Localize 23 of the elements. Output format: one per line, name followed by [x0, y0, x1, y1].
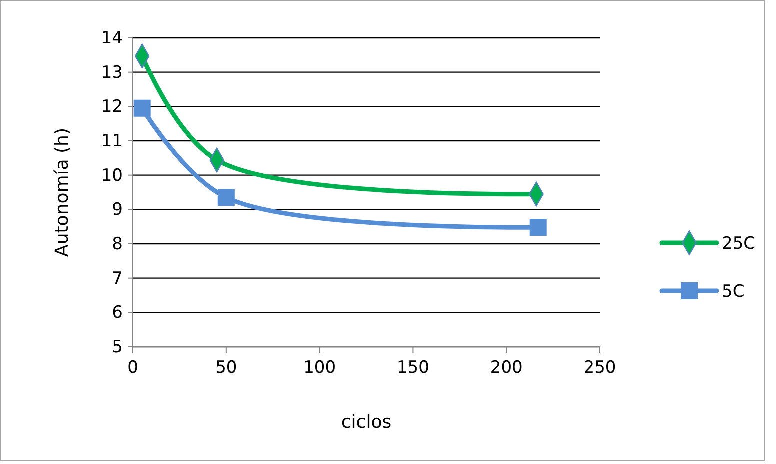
y-tick-label: 7 — [112, 268, 123, 289]
point — [134, 100, 151, 117]
point — [218, 189, 235, 206]
y-tick-label: 5 — [112, 337, 123, 358]
legend-label: 25C — [722, 234, 756, 254]
y-tick-label: 9 — [112, 200, 123, 220]
x-tick-label: 100 — [304, 358, 336, 378]
y-tick-label: 10 — [101, 166, 123, 186]
y-axis-title: Autonomía (h) — [52, 128, 73, 257]
y-tick-label: 12 — [101, 97, 123, 118]
y-tick-label: 14 — [101, 28, 123, 48]
x-tick-label: 200 — [490, 358, 523, 378]
y-tick-label: 13 — [101, 62, 123, 83]
y-tick-label: 6 — [112, 303, 123, 324]
y-tick-label: 8 — [112, 234, 123, 254]
x-tick-label: 50 — [216, 358, 238, 378]
point — [530, 219, 547, 236]
x-tick-label: 0 — [128, 358, 138, 378]
x-tick-label: 150 — [396, 358, 430, 378]
x-tick-label: 250 — [584, 358, 616, 378]
y-tick-label: 11 — [101, 131, 123, 152]
legend-label: 5C — [722, 282, 745, 302]
x-axis-title: ciclos — [341, 412, 392, 433]
